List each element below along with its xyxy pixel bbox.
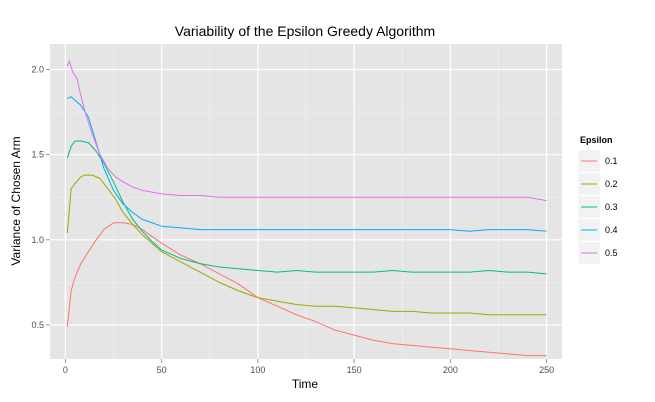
- grid-major: [50, 44, 562, 359]
- series-line-0-5: [66, 60, 547, 202]
- y-tick-label: 2.0: [31, 65, 44, 75]
- x-tick-label: 100: [250, 365, 265, 375]
- legend: Epsilon 0.1 0.2 0.3 0.4 0.5: [577, 135, 618, 265]
- series-line-0-1: [66, 222, 547, 357]
- chart-title: Variability of the Epsilon Greedy Algori…: [175, 23, 435, 39]
- y-tick-label: 1.5: [31, 150, 44, 160]
- series-line-0-2: [66, 174, 547, 316]
- y-tick-label: 0.5: [31, 320, 44, 330]
- series-layer: [66, 60, 547, 357]
- x-tick-label: 250: [539, 365, 554, 375]
- y-axis: 0.5 1.0 1.5 2.0: [31, 65, 50, 330]
- legend-label: 0.5: [605, 248, 618, 258]
- x-tick-label: 150: [347, 365, 362, 375]
- legend-label: 0.2: [605, 179, 618, 189]
- x-tick-label: 0: [63, 365, 68, 375]
- y-tick-label: 1.0: [31, 235, 44, 245]
- series-line-0-3: [66, 140, 547, 275]
- y-axis-title: Variance of Chosen Arm: [9, 136, 23, 265]
- legend-label: 0.3: [605, 202, 618, 212]
- legend-label: 0.1: [605, 156, 618, 166]
- legend-label: 0.4: [605, 225, 618, 235]
- x-axis: 0 50 100 150 200 250: [63, 359, 554, 375]
- x-axis-title: Time: [292, 377, 319, 391]
- x-tick-label: 200: [443, 365, 458, 375]
- legend-title: Epsilon: [580, 135, 613, 145]
- x-tick-label: 50: [157, 365, 167, 375]
